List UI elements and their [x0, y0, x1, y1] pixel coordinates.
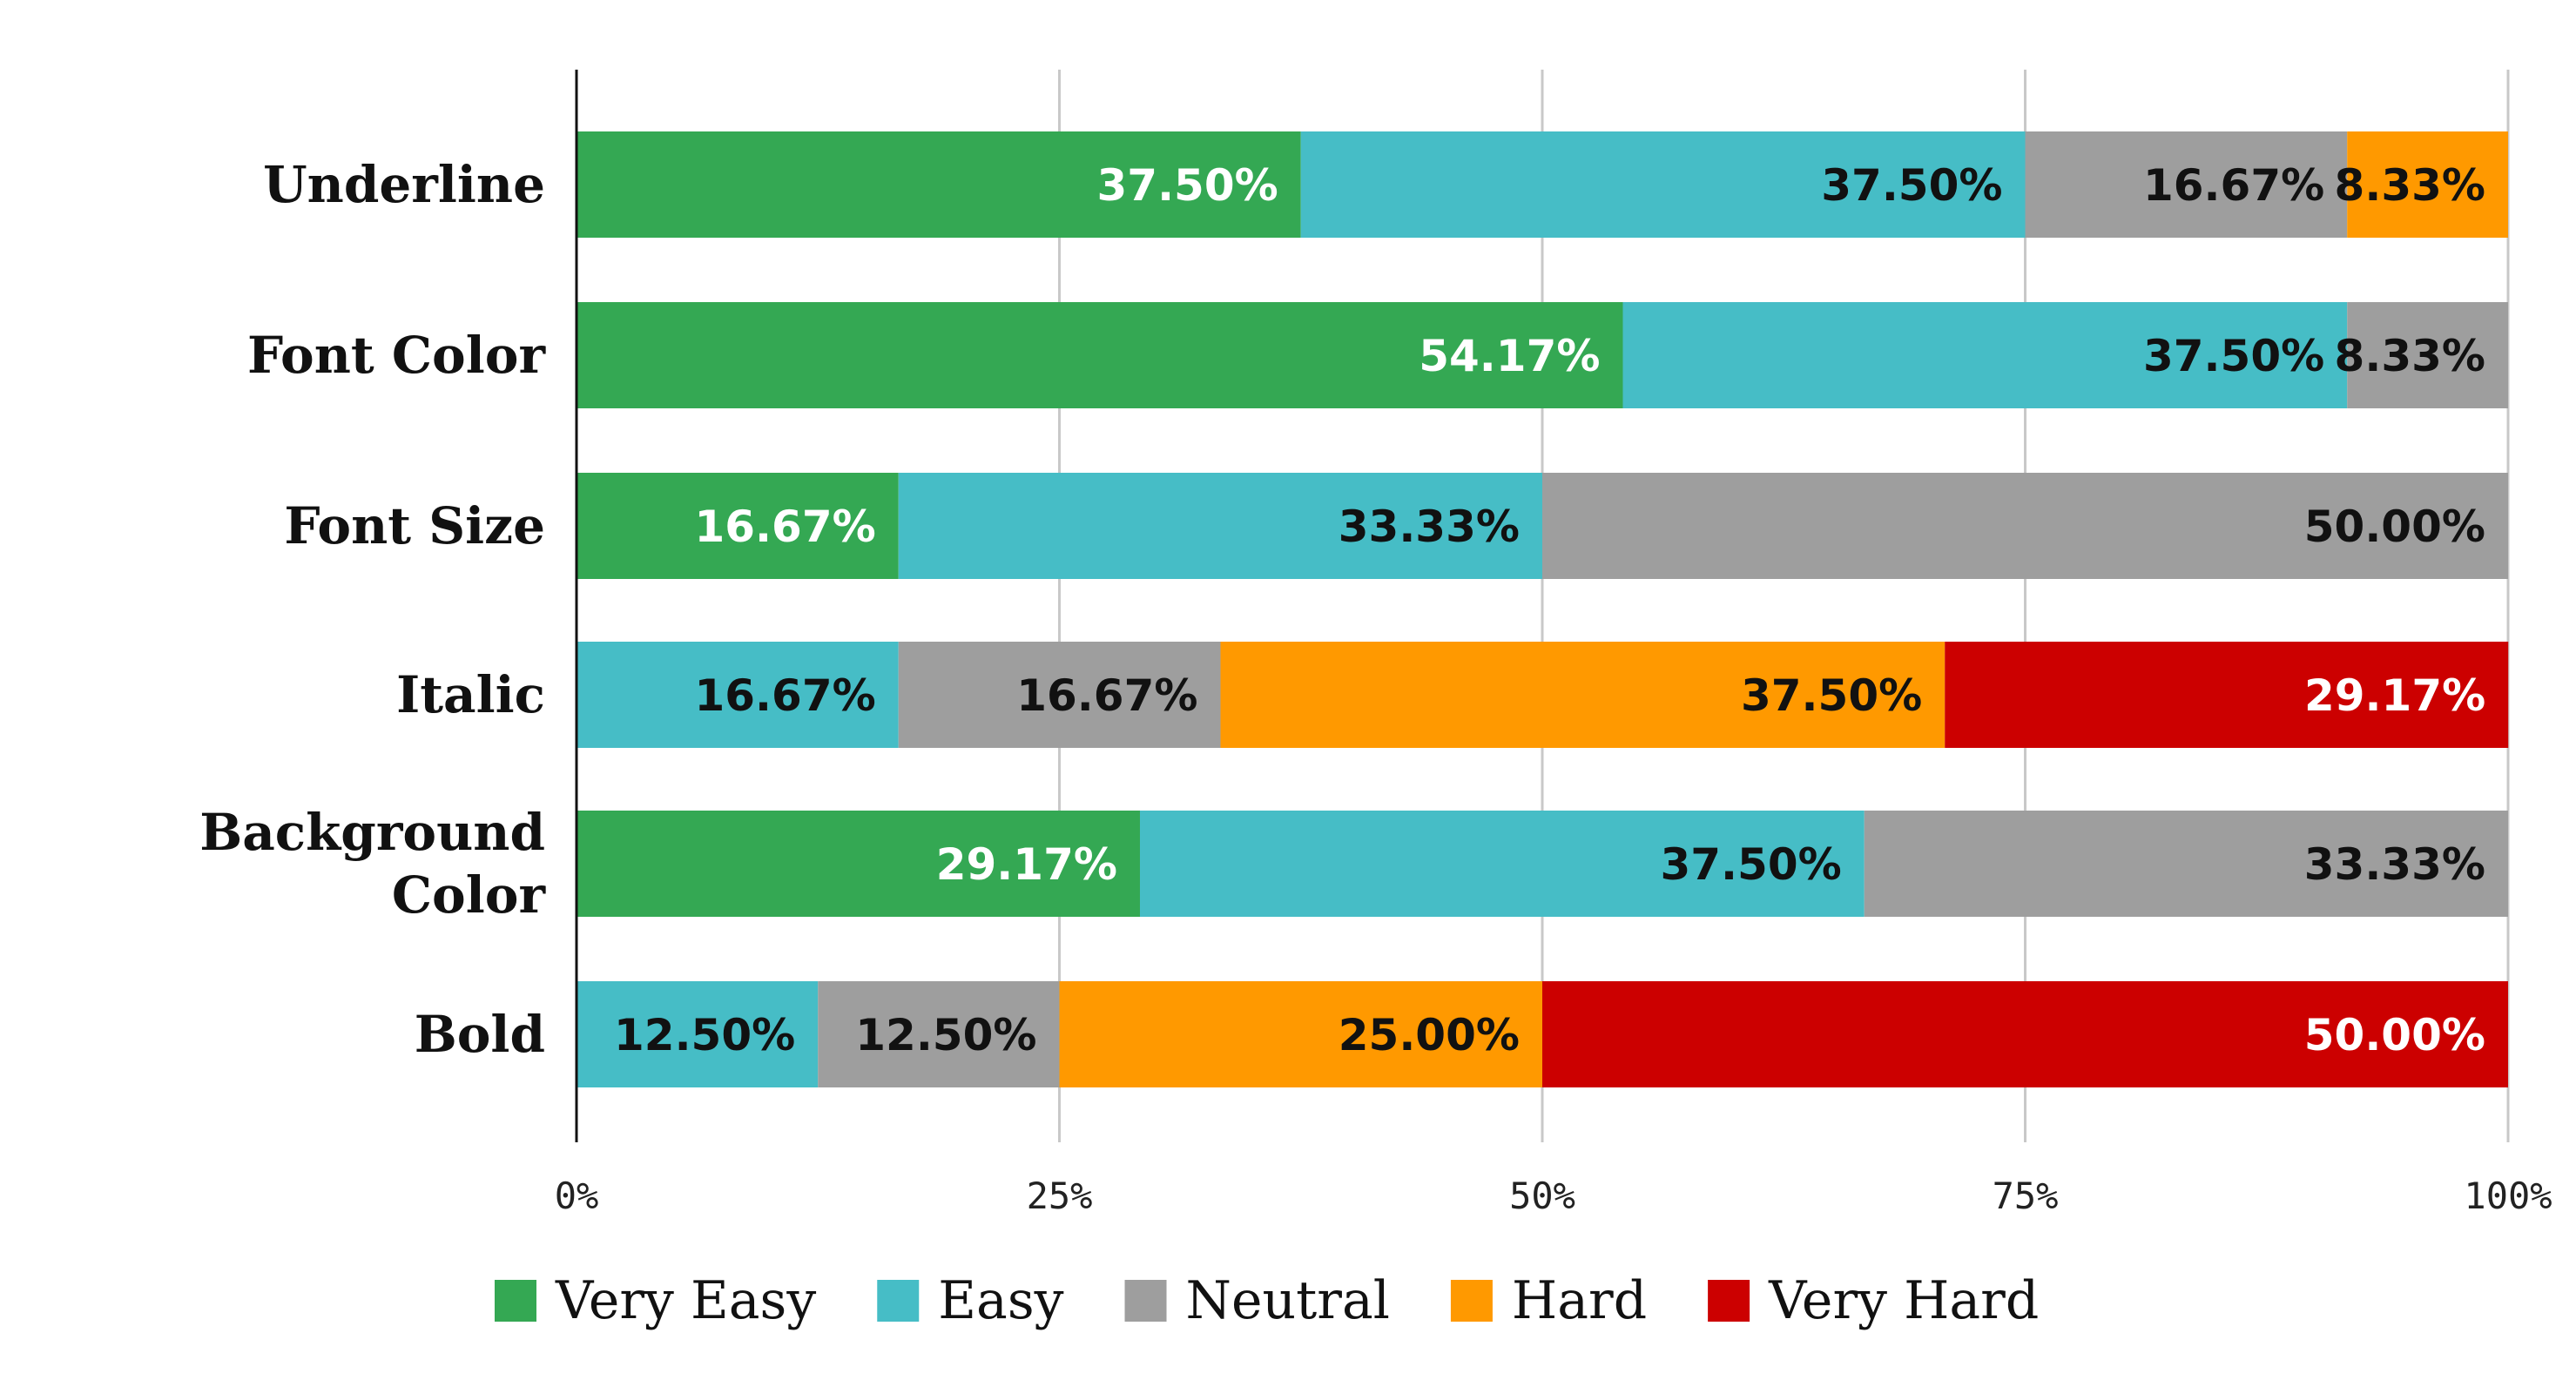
- bar-segment: [1542, 981, 2508, 1087]
- data-label: 12.50%: [614, 1010, 795, 1060]
- data-label: 25.00%: [1339, 1010, 1520, 1060]
- legend-item: Easy: [877, 1270, 1064, 1331]
- bar-segment: [1945, 642, 2509, 748]
- category-label: Underline: [263, 155, 545, 214]
- legend-swatch: [877, 1280, 920, 1322]
- legend-swatch: [1450, 1280, 1493, 1322]
- data-label: 50.00%: [2304, 501, 2485, 552]
- data-label: 54.17%: [1419, 331, 1600, 381]
- bar-segment: [577, 473, 899, 579]
- x-axis-tick-labels: 0% 25% 50% 75% 100%: [555, 1175, 2552, 1217]
- bar-segment: [2347, 131, 2508, 238]
- data-label: 12.50%: [855, 1010, 1036, 1060]
- legend-swatch: [1124, 1280, 1167, 1322]
- legend-label: Very Hard: [1768, 1270, 2039, 1331]
- legend-item: Neutral: [1124, 1270, 1390, 1331]
- legend-label: Neutral: [1186, 1270, 1390, 1331]
- data-label: 16.67%: [1016, 670, 1197, 721]
- legend-label: Very Easy: [555, 1270, 816, 1331]
- x-tick-label: 0%: [555, 1175, 599, 1217]
- bar-segment: [898, 642, 1221, 748]
- bar-segment: [1542, 473, 2508, 579]
- category-labels: Underline Font Color Font Size Italic Backgr…: [199, 155, 546, 1064]
- category-label: Background Color: [199, 803, 546, 925]
- data-label: 37.50%: [1741, 670, 1922, 721]
- data-label: 33.33%: [2304, 839, 2485, 890]
- gridlines: [1058, 70, 2510, 1142]
- legend-item: Hard: [1450, 1270, 1647, 1331]
- bar-segment: [577, 981, 819, 1087]
- data-label: 16.67%: [2143, 160, 2324, 211]
- legend: Very Easy Easy Neutral Hard Very Hard: [495, 1270, 2039, 1331]
- bar-segment: [1622, 302, 2348, 408]
- category-label: Bold: [415, 1005, 545, 1064]
- bar-segment: [1300, 131, 2026, 238]
- bar-segment: [1864, 811, 2508, 917]
- bar-segment: [898, 473, 1542, 579]
- category-label: Italic: [396, 665, 545, 724]
- bar-segment: [2347, 302, 2508, 408]
- x-tick-label: 100%: [2464, 1175, 2552, 1217]
- x-tick-label: 25%: [1027, 1175, 1093, 1217]
- data-label: 8.33%: [2335, 331, 2485, 381]
- bar-segment: [577, 302, 1623, 408]
- category-label: Font Color: [247, 326, 546, 385]
- legend-item: Very Hard: [1708, 1270, 2039, 1331]
- bar-segment: [818, 981, 1060, 1087]
- legend-swatch: [1708, 1280, 1750, 1322]
- data-label: 37.50%: [1660, 839, 1841, 890]
- bar-segment: [1139, 811, 1865, 917]
- bar-segment: [577, 131, 1301, 238]
- category-label: Font Size: [284, 496, 545, 555]
- data-label: 33.33%: [1339, 501, 1520, 552]
- data-label: 16.67%: [694, 670, 875, 721]
- bars: 37.50% 37.50% 16.67% 8.33%54.17% 37.50% 8.33%…: [577, 131, 2509, 1087]
- legend-item: Very Easy: [495, 1270, 816, 1331]
- data-label: 37.50%: [2143, 331, 2324, 381]
- legend-label: Hard: [1512, 1270, 1647, 1331]
- bar-segment: [577, 642, 899, 748]
- data-label: 29.17%: [2304, 670, 2485, 721]
- bar-segment: [577, 811, 1140, 917]
- bar-segment: [1059, 981, 1542, 1087]
- data-label: 37.50%: [1096, 160, 1278, 211]
- x-tick-label: 75%: [1993, 1175, 2059, 1217]
- data-label: 29.17%: [936, 839, 1117, 890]
- x-tick-label: 50%: [1509, 1175, 1575, 1217]
- bar-segment: [2025, 131, 2348, 238]
- data-label: 16.67%: [694, 501, 875, 552]
- bar-segment: [1220, 642, 1945, 748]
- data-label: 50.00%: [2304, 1010, 2485, 1060]
- legend-label: Easy: [938, 1270, 1063, 1331]
- data-label: 37.50%: [1821, 160, 2002, 211]
- data-label: 8.33%: [2335, 160, 2485, 211]
- legend-swatch: [495, 1280, 536, 1322]
